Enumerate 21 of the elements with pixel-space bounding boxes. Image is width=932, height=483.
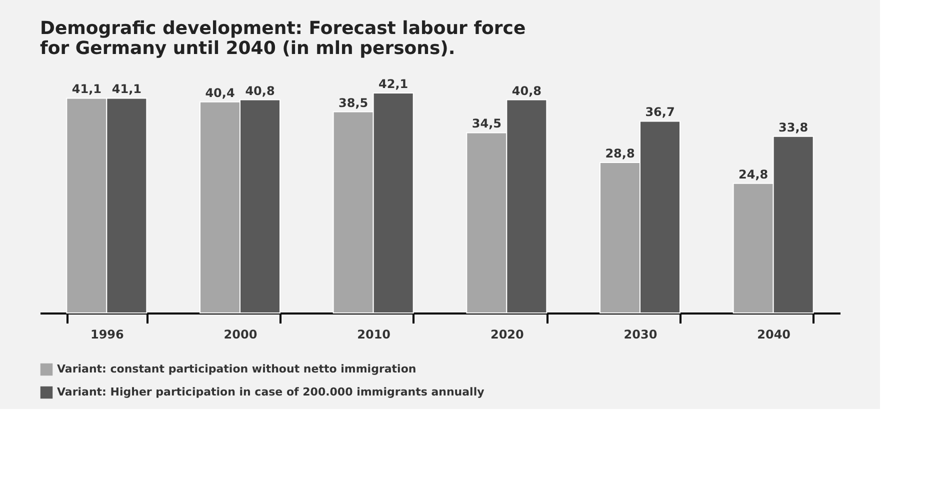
- x-tick-label: 2010: [357, 328, 391, 342]
- legend-label: Variant: constant participation without netto immigration: [57, 362, 416, 376]
- x-tick-label: 2000: [224, 328, 258, 342]
- chart-title: Demografic development: Forecast labour force for Germany until 2040 (in mln persons).: [40, 18, 526, 59]
- data-label: 41,1: [112, 82, 142, 96]
- data-label: 40,8: [245, 84, 275, 98]
- data-label: 28,8: [605, 146, 635, 160]
- data-label: 41,1: [72, 82, 102, 96]
- legend-label: Variant: Higher participation in case of 200.000 immigrants annually: [57, 386, 484, 398]
- data-label: 24,8: [738, 167, 768, 182]
- data-label: 40,4: [205, 86, 235, 100]
- data-label: 40,8: [512, 84, 542, 98]
- data-label: 34,5: [472, 116, 502, 131]
- x-tick-label: 2030: [624, 328, 658, 342]
- data-label: 36,7: [645, 105, 675, 120]
- x-tick-label: 2020: [490, 328, 524, 342]
- x-tick-label: 2040: [757, 328, 791, 342]
- x-tick-label: 1996: [90, 328, 124, 342]
- data-label: 42,1: [378, 77, 408, 91]
- data-label: 38,5: [338, 96, 368, 110]
- data-label: 33,8: [778, 120, 808, 134]
